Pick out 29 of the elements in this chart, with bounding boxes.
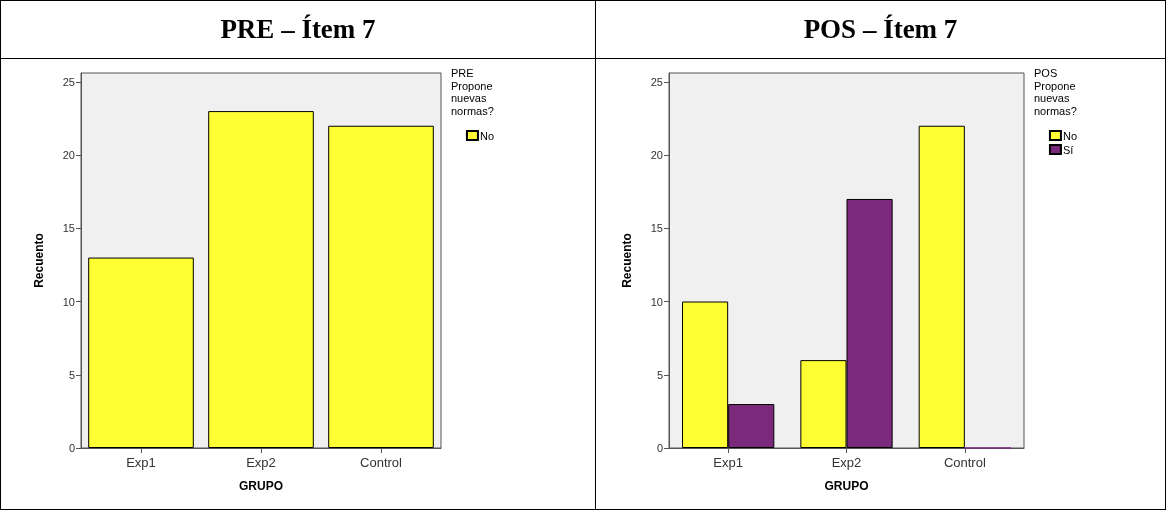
- y-tick-label: 15: [650, 222, 663, 235]
- x-tick-label: Exp2: [831, 455, 862, 470]
- x-tick-label: Exp2: [246, 455, 276, 470]
- y-tick-label: 0: [656, 442, 663, 454]
- x-axis-title: GRUPO: [238, 479, 284, 493]
- y-tick-label: 0: [68, 442, 75, 454]
- legend-label: No: [1062, 129, 1077, 142]
- chart-title: PRE – Ítem 7: [1, 1, 595, 59]
- x-tick-label: Control: [943, 455, 986, 470]
- x-tick-label: Control: [360, 455, 403, 470]
- legend-label: Sí: [1062, 143, 1074, 156]
- legend-title: PRE Propone nuevas normas?: [451, 67, 494, 117]
- x-tick-label: Exp1: [713, 455, 743, 470]
- y-axis-title: Recuento: [620, 233, 634, 288]
- y-tick-label: 25: [650, 75, 663, 88]
- y-tick-label: 10: [62, 295, 75, 308]
- y-tick-label: 20: [650, 149, 663, 162]
- chart-title: POS – Ítem 7: [596, 1, 1165, 59]
- y-tick-label: 5: [68, 368, 75, 381]
- y-axis-title: Recuento: [32, 233, 46, 288]
- x-tick-label: Exp1: [126, 455, 156, 470]
- legend-title: POS Propone nuevas normas?: [1034, 67, 1077, 117]
- legend-label: No: [479, 129, 494, 142]
- y-tick-label: 15: [62, 222, 75, 235]
- y-tick-label: 10: [650, 295, 663, 308]
- x-axis-title: GRUPO: [824, 479, 869, 493]
- y-tick-label: 25: [62, 75, 75, 88]
- y-tick-label: 5: [656, 368, 663, 381]
- y-tick-label: 20: [62, 149, 75, 162]
